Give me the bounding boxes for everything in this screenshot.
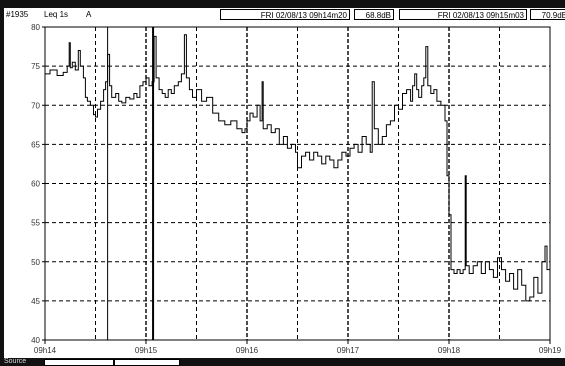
series-line-group	[45, 34, 551, 302]
y-tick-label: 60	[31, 180, 40, 189]
y-tick-label: 65	[31, 140, 40, 149]
x-tick-label: 09h14	[34, 346, 57, 355]
source-label: Source	[4, 358, 27, 365]
cursor2-time[interactable]: FRI 02/08/13 09h15m03	[399, 9, 527, 20]
weighting-label: A	[86, 10, 92, 19]
y-tick-label: 55	[31, 219, 40, 228]
x-tick-label: 09h15	[135, 346, 158, 355]
x-tick-label: 09h17	[337, 346, 360, 355]
measurement-id: #1935	[6, 10, 29, 19]
x-tick-label: 09h19	[539, 346, 562, 355]
y-tick-label: 70	[31, 101, 40, 110]
y-tick-label: 50	[31, 258, 40, 267]
y-tick-label: 45	[31, 297, 40, 306]
source-field[interactable]	[44, 359, 114, 366]
axes	[42, 26, 551, 344]
footer-bar	[0, 358, 565, 366]
x-tick-label: 09h16	[236, 346, 259, 355]
series-line-0	[45, 34, 551, 302]
y-tick-label: 75	[31, 62, 40, 71]
source-field-2[interactable]	[114, 359, 180, 366]
cursor2-value: 70.9dB	[530, 9, 565, 20]
tick-labels: 40 45 50 55 60 65 70 75 80 09h14 09h15 09h16 09h17 09…	[31, 23, 562, 355]
cursor1-value: 68.8dB	[354, 9, 394, 20]
y-tick-label: 40	[31, 336, 40, 345]
grid	[45, 27, 550, 340]
header-bar: #1935 Leq 1s A FRI 02/08/13 09h14m20 68.…	[4, 8, 565, 23]
y-tick-label: 80	[31, 23, 40, 32]
cursor1-time[interactable]: FRI 02/08/13 09h14m20	[220, 9, 350, 20]
x-tick-label: 09h18	[438, 346, 461, 355]
metric-label: Leq 1s	[44, 10, 69, 19]
plot-background	[4, 22, 565, 358]
